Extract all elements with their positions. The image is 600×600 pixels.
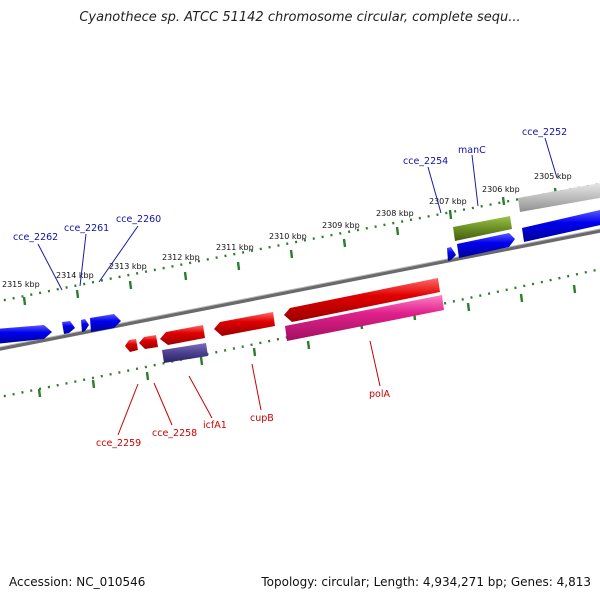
scale-label: 2315 kbp [2,280,40,289]
gene-label: cce_2260 [116,214,161,225]
leader-lines-top [37,137,558,291]
gene-cce-2254[interactable] [457,233,515,258]
scale-label: 2308 kbp [376,209,414,218]
scale-labels: 2305 kbp 2306 kbp 2307 kbp 2308 kbp 2309… [2,172,572,289]
gene-cce-2260[interactable] [90,314,121,332]
scale-label: 2307 kbp [429,197,467,206]
gene-label: manC [458,145,486,156]
scale-label: 2309 kbp [322,221,360,230]
chromosome-backbone [0,229,600,351]
scale-label: 2313 kbp [109,262,147,271]
scale-label: 2306 kbp [482,185,520,194]
leader-lines-bottom [117,340,381,436]
gene-polA-pink[interactable] [285,295,444,341]
scale-label: 2305 kbp [534,172,572,181]
gene-label: cce_2262 [13,232,58,243]
gene-label: icfA1 [203,420,227,431]
gene-label: cce_2252 [522,127,567,138]
gene-label: polA [369,389,390,400]
scale-major-ticks-lower [37,284,577,398]
gene-cce-2258[interactable] [139,335,158,349]
gene-labels-bottom: polA cupB icfA1 cce_2258 cce_2259 [96,389,390,449]
gene-blue-left[interactable] [0,325,52,344]
gene-cce-2261[interactable] [81,319,89,332]
accession-text: Accession: NC_010546 [9,575,146,589]
scale-label: 2312 kbp [162,253,200,262]
gene-blue-right[interactable] [522,210,600,242]
gene-polA[interactable] [284,278,440,322]
scale-label: 2314 kbp [56,271,94,280]
gene-icfA1[interactable] [160,325,205,345]
gene-labels-top: cce_2252 manC cce_2254 cce_2260 cce_2261… [13,127,567,243]
gene-navy[interactable] [162,343,208,363]
scale-label: 2310 kbp [269,232,307,241]
gene-cupB[interactable] [214,312,275,336]
gene-small-blue[interactable] [447,247,456,261]
gene-label: cupB [250,413,274,424]
map-title: Cyanothece sp. ATCC 51142 chromosome cir… [79,10,521,25]
scale-label: 2311 kbp [216,243,254,252]
gene-cce-2259[interactable] [125,339,138,352]
gene-cce-2262[interactable] [62,321,75,334]
topology-summary: Topology: circular; Length: 4,934,271 bp… [261,575,591,589]
gene-label: cce_2261 [64,223,109,234]
gene-cce-2252[interactable] [518,183,600,212]
gene-label: cce_2258 [152,428,197,439]
gene-label: cce_2259 [96,438,141,449]
gene-manC[interactable] [453,216,512,241]
gene-label: cce_2254 [403,156,448,167]
